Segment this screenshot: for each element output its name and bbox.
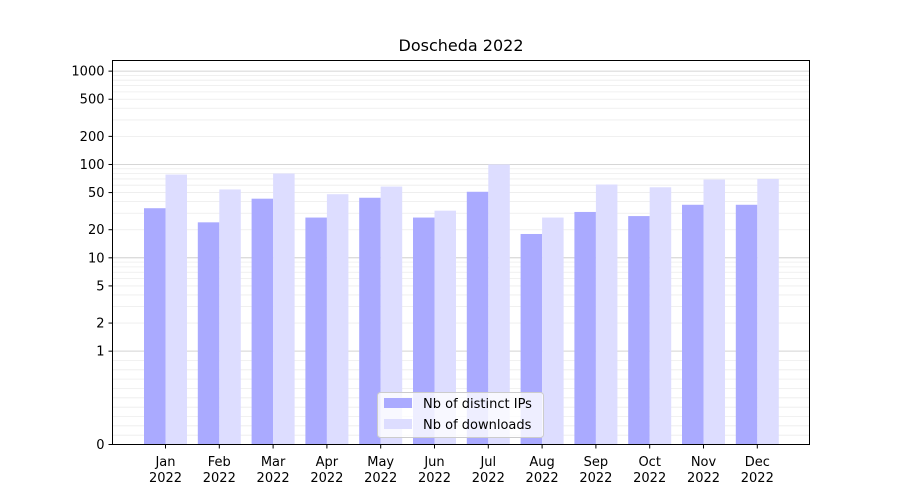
x-axis: Jan2022Feb2022Mar2022Apr2022May2022Jun20… bbox=[149, 444, 774, 486]
x-tick-label-year: 2022 bbox=[364, 471, 397, 486]
bar-downloads bbox=[488, 164, 510, 445]
y-tick-label: 10 bbox=[88, 251, 105, 266]
y-tick-label: 500 bbox=[80, 93, 105, 108]
x-tick-label-month: Aug bbox=[529, 455, 554, 470]
x-tick-label-month: Jun bbox=[423, 455, 444, 470]
bar-distinct-ips bbox=[466, 191, 489, 445]
x-tick-label-year: 2022 bbox=[418, 471, 451, 486]
y-tick-label: 2 bbox=[96, 317, 104, 332]
x-tick-label-month: Dec bbox=[745, 455, 770, 470]
bar-downloads bbox=[595, 184, 618, 445]
legend: Nb of distinct IPs Nb of downloads bbox=[377, 392, 544, 438]
x-tick-label-month: Feb bbox=[208, 455, 231, 470]
bar-downloads bbox=[434, 210, 456, 445]
bar-downloads bbox=[273, 173, 295, 445]
bar-downloads bbox=[703, 179, 725, 445]
x-tick-label-month: Sep bbox=[584, 455, 609, 470]
legend-box bbox=[377, 392, 544, 438]
bar-downloads bbox=[649, 187, 672, 445]
bar-downloads bbox=[326, 194, 349, 445]
x-tick-label-year: 2022 bbox=[579, 471, 612, 486]
bar-distinct-ips bbox=[251, 198, 274, 445]
bar-distinct-ips bbox=[735, 204, 758, 445]
y-tick-label: 100 bbox=[80, 158, 105, 173]
y-tick-label: 1 bbox=[96, 345, 104, 360]
x-tick-label-month: Jan bbox=[154, 455, 175, 470]
bar-downloads bbox=[542, 217, 564, 445]
legend-swatch bbox=[384, 419, 412, 429]
bar-distinct-ips bbox=[305, 217, 327, 445]
y-axis: 0 1 2 5 10 20 50 100 200 500 1000 bbox=[71, 65, 113, 453]
x-tick-label-month: Mar bbox=[261, 455, 286, 470]
plot-frame bbox=[112, 60, 810, 445]
y-tick-label: 0 bbox=[96, 438, 104, 453]
bars-layer bbox=[144, 164, 779, 445]
bar-distinct-ips bbox=[197, 222, 220, 445]
x-tick-label-month: Apr bbox=[316, 455, 339, 470]
legend-label: Nb of distinct IPs bbox=[423, 397, 532, 412]
bar-distinct-ips bbox=[574, 211, 596, 445]
y-tick-label: 20 bbox=[88, 223, 105, 238]
x-tick-label-year: 2022 bbox=[310, 471, 343, 486]
x-tick-label-year: 2022 bbox=[741, 471, 774, 486]
x-tick-label-year: 2022 bbox=[257, 471, 290, 486]
x-tick-label-year: 2022 bbox=[203, 471, 236, 486]
x-tick-label-year: 2022 bbox=[687, 471, 720, 486]
y-tick-label: 200 bbox=[80, 130, 105, 145]
y-tick-label: 1000 bbox=[71, 65, 104, 80]
bar-distinct-ips bbox=[628, 216, 650, 445]
x-tick-label-month: Jul bbox=[479, 455, 496, 470]
x-tick-label-year: 2022 bbox=[633, 471, 666, 486]
x-tick-label-month: May bbox=[367, 455, 394, 470]
y-tick-label: 50 bbox=[88, 186, 105, 201]
bar-distinct-ips bbox=[682, 204, 704, 445]
x-tick-label-year: 2022 bbox=[472, 471, 505, 486]
y-tick-label: 5 bbox=[96, 279, 104, 294]
chart-title: Doscheda 2022 bbox=[399, 36, 524, 55]
bar-downloads bbox=[165, 174, 187, 445]
bar-distinct-ips bbox=[413, 217, 435, 445]
bar-downloads bbox=[219, 189, 241, 445]
bar-downloads bbox=[380, 186, 403, 445]
legend-swatch bbox=[384, 398, 412, 408]
x-tick-label-month: Nov bbox=[691, 455, 717, 470]
legend-label: Nb of downloads bbox=[423, 418, 532, 433]
bar-distinct-ips bbox=[359, 197, 381, 445]
x-tick-label-year: 2022 bbox=[526, 471, 559, 486]
x-tick-label-year: 2022 bbox=[149, 471, 182, 486]
bar-distinct-ips bbox=[520, 233, 543, 445]
bar-distinct-ips bbox=[144, 208, 166, 445]
x-tick-label-month: Oct bbox=[638, 455, 660, 470]
bar-downloads bbox=[757, 178, 779, 445]
